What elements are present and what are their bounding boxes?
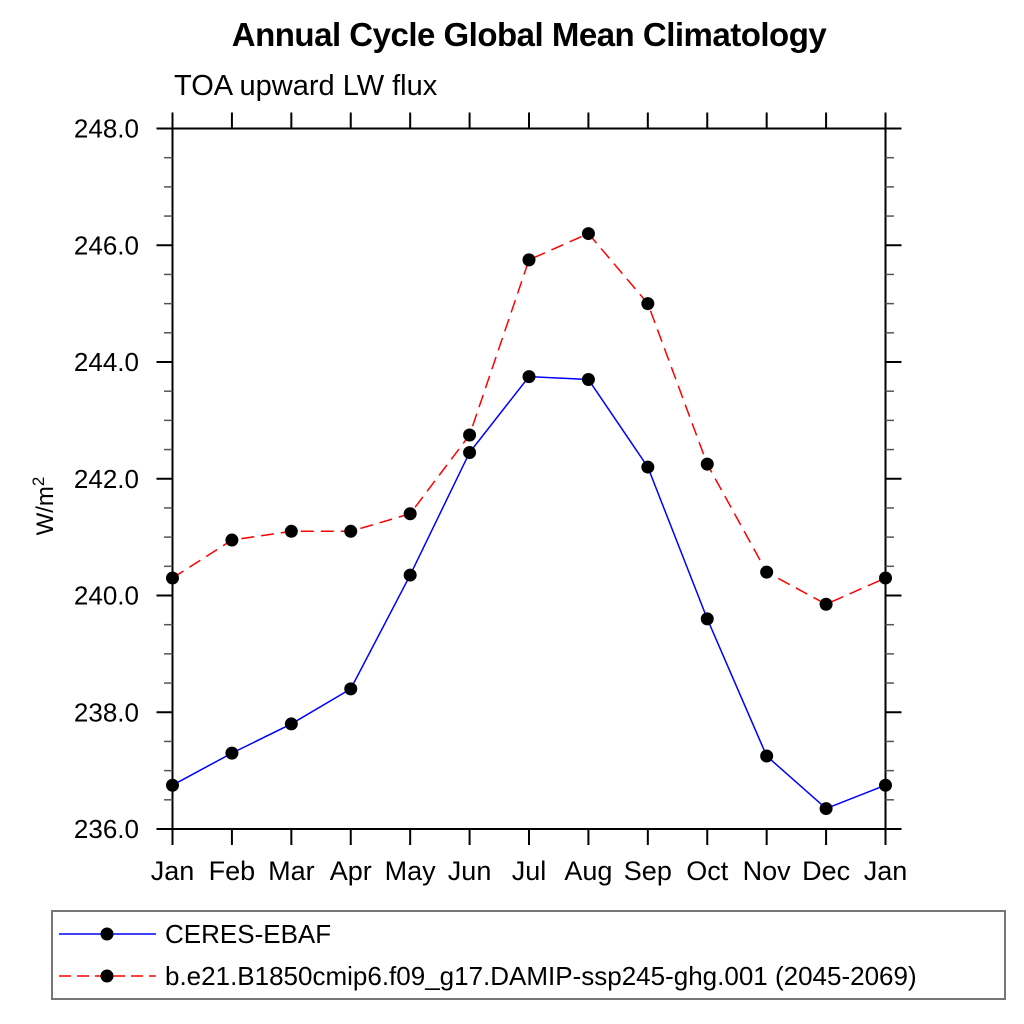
data-point-marker [344,524,358,538]
data-point-marker [581,373,595,387]
data-point-marker [522,370,536,384]
data-point-marker [166,778,179,792]
data-point-marker [225,746,239,760]
data-point-marker [284,717,298,731]
legend-entry: b.e21.B1850cmip6.f09_g17.DAMIP-ssp245-gh… [58,955,1004,997]
x-tick-label: Jan [151,856,195,886]
legend-label: CERES-EBAF [165,918,332,949]
data-point-marker [225,533,239,547]
y-tick-label: 236.0 [74,814,139,844]
y-tick-label: 246.0 [74,230,139,260]
data-point-marker [463,428,477,442]
x-tick-label: Jun [448,856,492,886]
y-tick-label: 240.0 [74,581,139,611]
legend-line-dashed-icon [59,969,156,983]
y-tick-label: 238.0 [74,697,139,727]
x-tick-label: Oct [686,856,729,886]
data-point-marker [581,227,595,241]
chart-title: Annual Cycle Global Mean Climatology [231,16,827,53]
legend: CERES-EBAF b.e21.B1850cmip6.f09_g17.DAMI… [51,910,1006,1000]
data-point-marker [879,571,892,585]
data-point-marker [403,507,417,521]
data-point-marker [641,460,655,474]
data-point-marker [819,802,833,816]
legend-label: b.e21.B1850cmip6.f09_g17.DAMIP-ssp245-gh… [165,960,917,991]
data-point-marker [819,597,833,611]
data-point-marker [760,565,774,579]
data-point-marker [641,297,655,311]
x-tick-label: Feb [209,856,256,886]
x-tick-label: Dec [802,856,850,886]
series-line [172,375,886,810]
x-tick-label: Jan [864,856,908,886]
y-tick-label: 244.0 [74,347,139,377]
series-line [172,232,886,606]
data-point-marker [166,571,179,585]
legend-line-solid-icon [59,927,156,941]
data-point-marker [344,682,358,696]
data-point-marker [700,612,714,626]
y-tick-label: 248.0 [74,114,139,144]
data-point-marker [522,253,536,267]
chart-subtitle: TOA upward LW flux [174,70,438,102]
data-point-marker [879,778,892,792]
x-tick-label: Nov [743,856,792,886]
data-point-marker [700,457,714,471]
plot-border [171,127,887,830]
y-tick-label: 242.0 [74,464,139,494]
x-tick-label: Apr [330,856,372,886]
data-point-marker [284,524,298,538]
data-point-marker [760,749,774,763]
data-point-marker [463,445,477,459]
x-tick-label: Mar [268,856,315,886]
legend-entry: CERES-EBAF [58,913,1004,955]
x-tick-label: Sep [624,856,672,886]
x-tick-label: Jul [512,856,547,886]
data-point-marker [403,568,417,582]
x-tick-label: Aug [564,856,612,886]
x-tick-label: May [385,856,437,886]
